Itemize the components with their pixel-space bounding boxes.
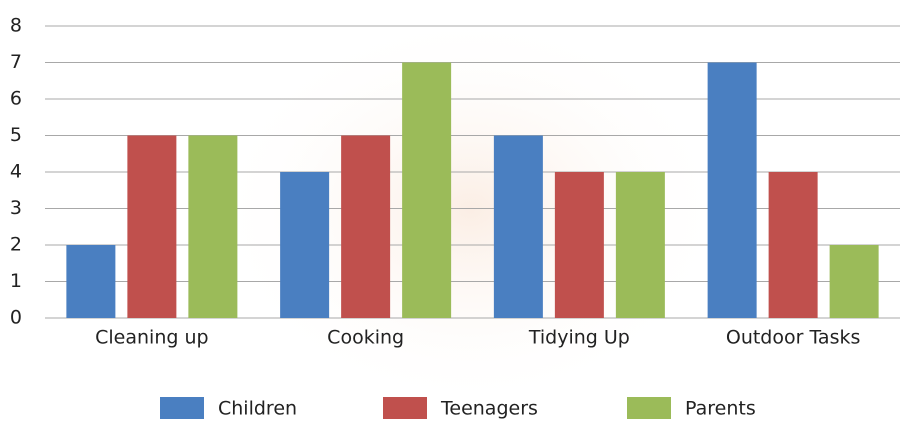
legend-label: Teenagers [440, 398, 538, 420]
y-tick-label: 8 [10, 15, 22, 37]
x-tick-label: Cooking [327, 327, 404, 349]
x-tick-label: Tidying Up [528, 327, 630, 349]
y-tick-label: 6 [10, 88, 22, 110]
bar [494, 136, 543, 319]
legend-label: Children [218, 398, 297, 420]
bar [188, 136, 237, 319]
legend-swatch [160, 397, 204, 419]
legend-label: Parents [685, 398, 756, 420]
y-tick-label: 7 [10, 51, 22, 73]
y-tick-label: 0 [10, 307, 22, 329]
bar [616, 172, 665, 318]
page: {"chart_data": {"type": "bar", "categori… [0, 0, 912, 423]
legend-swatch [627, 397, 671, 419]
legend-swatch [383, 397, 427, 419]
bar [280, 172, 329, 318]
bar [127, 136, 176, 319]
x-tick-label: Outdoor Tasks [726, 327, 861, 349]
x-tick-label: Cleaning up [95, 327, 208, 349]
y-tick-label: 2 [10, 234, 22, 256]
y-tick-label: 1 [10, 270, 22, 292]
bar [341, 136, 390, 319]
bar [708, 63, 757, 319]
bar [769, 172, 818, 318]
bar [555, 172, 604, 318]
bar [402, 63, 451, 319]
y-tick-label: 3 [10, 197, 22, 219]
bar [66, 245, 115, 318]
chart: 0 1 2 3 4 5 6 7 8 Cleaning up Cooking Tidying Up Out… [0, 0, 912, 423]
bar [830, 245, 879, 318]
y-tick-label: 4 [10, 161, 22, 183]
y-tick-label: 5 [10, 124, 22, 146]
